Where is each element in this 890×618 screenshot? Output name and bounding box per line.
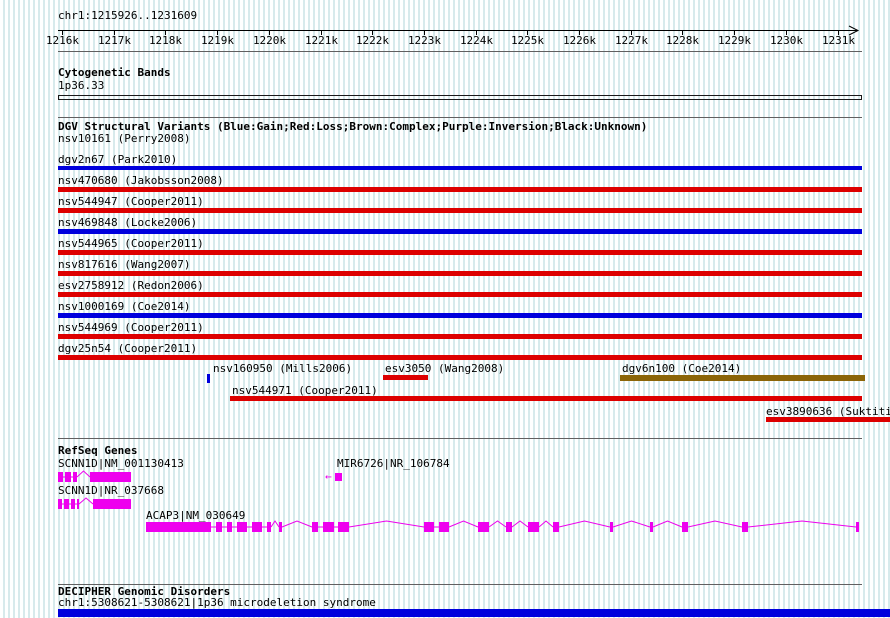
gene-exon[interactable]: [682, 522, 688, 532]
ruler-tick-label: 1226k: [563, 35, 596, 47]
gene-label[interactable]: MIR6726|NR_106784: [337, 458, 450, 470]
variant-label[interactable]: dgv2n67 (Park2010): [58, 154, 177, 166]
gene-label[interactable]: SCNN1D|NR_037668: [58, 485, 164, 497]
gene-direction-arrow-icon: ←: [325, 471, 332, 483]
variant-label[interactable]: nsv544969 (Cooper2011): [58, 322, 204, 334]
gene-exon[interactable]: [424, 522, 434, 532]
section-title-refseq-genes: RefSeq Genes: [58, 445, 137, 457]
cytoband-glyph[interactable]: [58, 95, 862, 100]
variant-label[interactable]: nsv469848 (Locke2006): [58, 217, 197, 229]
variant-bar[interactable]: [766, 417, 890, 422]
decipher-entry-label[interactable]: chr1:5308621-5308621|1p36 microdeletion …: [58, 597, 376, 609]
variant-bar[interactable]: [620, 375, 865, 381]
ruler-tick-label: 1220k: [253, 35, 286, 47]
gene-exon[interactable]: [478, 522, 489, 532]
gene-label[interactable]: SCNN1D|NM_001130413: [58, 458, 184, 470]
genome-browser-view: chr1:1215926..1231609 Cytogenetic Bands …: [0, 0, 890, 618]
variant-label[interactable]: esv2758912 (Redon2006): [58, 280, 204, 292]
variant-label[interactable]: dgv25n54 (Cooper2011): [58, 343, 197, 355]
variant-label[interactable]: nsv470680 (Jakobsson2008): [58, 175, 224, 187]
gene-exon[interactable]: [553, 522, 559, 532]
variant-bar[interactable]: [58, 250, 862, 255]
variant-bar[interactable]: [58, 229, 862, 234]
variant-bar[interactable]: [58, 187, 862, 192]
gene-exon[interactable]: [267, 522, 271, 532]
ruler-tick-label: 1221k: [305, 35, 338, 47]
variant-label[interactable]: dgv6n100 (Coe2014): [622, 363, 741, 375]
gene-exon[interactable]: [252, 522, 262, 532]
gene-exon[interactable]: [528, 522, 539, 532]
gene-exon[interactable]: [237, 522, 247, 532]
gene-exon[interactable]: [506, 522, 512, 532]
variant-bar[interactable]: [58, 313, 862, 318]
gene-exon[interactable]: [323, 522, 334, 532]
gene-exon[interactable]: [65, 472, 71, 482]
gene-exon[interactable]: [650, 522, 653, 532]
gene-exon[interactable]: [610, 522, 613, 532]
variant-label[interactable]: nsv160950 (Mills2006): [213, 363, 352, 375]
gene-exon[interactable]: [58, 472, 63, 482]
section-separator: [58, 438, 862, 439]
ruler-tick-label: 1231k: [822, 35, 855, 47]
cytoband-label[interactable]: 1p36.33: [58, 80, 104, 92]
variant-bar[interactable]: [58, 271, 862, 276]
gene-exon[interactable]: [146, 522, 211, 532]
variant-label[interactable]: nsv544965 (Cooper2011): [58, 238, 204, 250]
gene-exon[interactable]: [77, 499, 79, 509]
gene-label[interactable]: ACAP3|NM_030649: [146, 510, 245, 522]
section-separator: [58, 584, 862, 585]
variant-bar[interactable]: [207, 374, 210, 383]
section-separator: [58, 51, 862, 52]
variant-bar[interactable]: [383, 375, 428, 380]
ruler-tick-label: 1218k: [149, 35, 182, 47]
variant-label[interactable]: esv3050 (Wang2008): [385, 363, 504, 375]
gene-exon[interactable]: [742, 522, 748, 532]
gene-exon[interactable]: [439, 522, 449, 532]
variant-bar[interactable]: [230, 396, 862, 401]
ruler-tick-label: 1219k: [201, 35, 234, 47]
gene-exon[interactable]: [338, 522, 349, 532]
ruler-tick-label: 1223k: [408, 35, 441, 47]
ruler-tick-label: 1225k: [511, 35, 544, 47]
gene-exon[interactable]: [335, 473, 342, 481]
gene-exon[interactable]: [93, 499, 131, 509]
gene-exon[interactable]: [90, 472, 131, 482]
gene-exon[interactable]: [58, 499, 62, 509]
region-title: chr1:1215926..1231609: [58, 10, 197, 22]
gene-exon[interactable]: [71, 499, 75, 509]
variant-bar[interactable]: [58, 292, 862, 297]
variant-bar[interactable]: [58, 208, 862, 213]
ruler-tick-label: 1222k: [356, 35, 389, 47]
gene-exon[interactable]: [312, 522, 318, 532]
ruler-tick-label: 1230k: [770, 35, 803, 47]
variant-label[interactable]: nsv1000169 (Coe2014): [58, 301, 190, 313]
section-separator: [58, 117, 862, 118]
section-title-cytogenetic-bands: Cytogenetic Bands: [58, 67, 171, 79]
decipher-syndrome-bar[interactable]: [58, 609, 890, 617]
gene-exon[interactable]: [856, 522, 859, 532]
ruler-tick-label: 1217k: [98, 35, 131, 47]
gene-exon[interactable]: [64, 499, 69, 509]
gene-exon[interactable]: [73, 472, 77, 482]
ruler-tick-label: 1227k: [615, 35, 648, 47]
variant-label[interactable]: nsv544947 (Cooper2011): [58, 196, 204, 208]
variant-label[interactable]: nsv817616 (Wang2007): [58, 259, 190, 271]
variant-bar[interactable]: [58, 355, 862, 360]
variant-bar[interactable]: [58, 166, 862, 170]
ruler-tick-label: 1228k: [666, 35, 699, 47]
variant-bar[interactable]: [58, 334, 862, 339]
variant-label[interactable]: nsv10161 (Perry2008): [58, 133, 190, 145]
ruler-tick-label: 1229k: [718, 35, 751, 47]
gene-exon[interactable]: [216, 522, 222, 532]
ruler-tick-label: 1224k: [460, 35, 493, 47]
gene-exon[interactable]: [227, 522, 232, 532]
gene-exon[interactable]: [279, 522, 282, 532]
ruler-tick-label: 1216k: [46, 35, 79, 47]
